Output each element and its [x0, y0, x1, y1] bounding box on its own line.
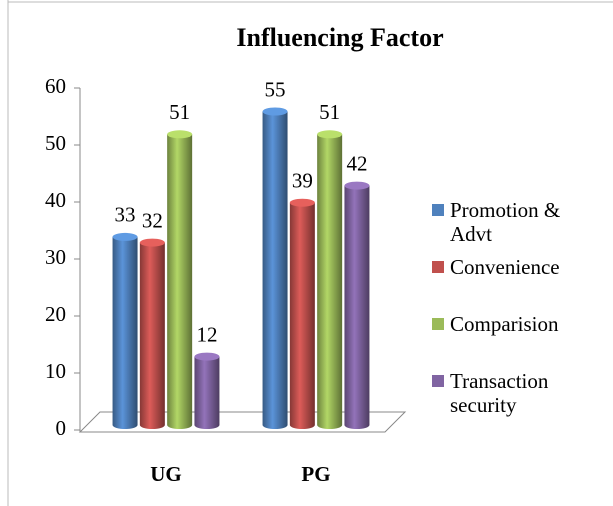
- y-tick-label: 40: [45, 188, 66, 212]
- bar: [167, 130, 193, 430]
- y-tick-label: 60: [45, 74, 66, 98]
- data-label: 32: [142, 208, 163, 232]
- legend-label: Convenience: [450, 255, 560, 279]
- legend-label: Transaction security: [450, 369, 549, 417]
- bar: [112, 232, 138, 429]
- bar: [139, 238, 165, 429]
- legend-item: Comparision: [432, 312, 602, 369]
- x-tick-label: PG: [301, 462, 330, 486]
- legend-swatch: [432, 261, 444, 273]
- legend-swatch: [432, 375, 444, 387]
- data-label: 33: [115, 203, 136, 227]
- legend-item: Transaction security: [432, 369, 602, 426]
- bar: [194, 352, 220, 429]
- x-tick-label: UG: [150, 462, 182, 486]
- legend-label: Comparision: [450, 312, 559, 336]
- y-tick-label: 10: [45, 359, 66, 383]
- data-label: 12: [196, 322, 217, 346]
- chart-title: Influencing Factor: [236, 23, 443, 52]
- legend-swatch: [432, 204, 444, 216]
- y-tick-label: 30: [45, 245, 66, 269]
- y-tick-label: 0: [56, 416, 67, 440]
- data-label: 42: [346, 151, 367, 175]
- legend-swatch: [432, 318, 444, 330]
- bar: [289, 198, 315, 429]
- bar: [262, 107, 288, 429]
- legend-item: Convenience: [432, 255, 602, 312]
- bar: [344, 181, 370, 429]
- legend-label: Promotion & Advt: [450, 198, 561, 246]
- data-label: 39: [292, 169, 313, 193]
- data-label: 55: [265, 77, 286, 101]
- y-tick-label: 50: [45, 131, 66, 155]
- bar: [317, 130, 343, 430]
- legend: Promotion & Advt Convenience Comparision Tr…: [432, 198, 602, 426]
- data-label: 51: [169, 100, 190, 124]
- legend-item: Promotion & Advt: [432, 198, 602, 255]
- y-tick-label: 20: [45, 302, 66, 326]
- data-label: 51: [319, 100, 340, 124]
